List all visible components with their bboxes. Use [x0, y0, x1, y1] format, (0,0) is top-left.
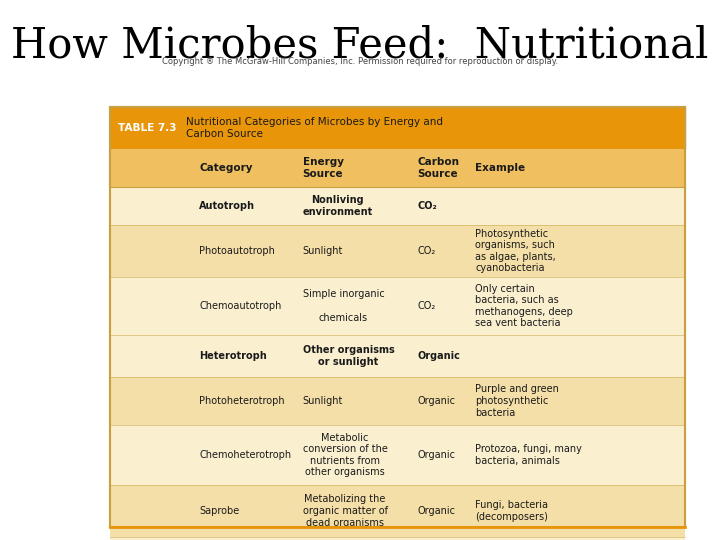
Text: Fungi, bacteria
(decomposers): Fungi, bacteria (decomposers) [475, 500, 548, 522]
Bar [110, 107, 685, 527]
Text: Organic: Organic [418, 351, 461, 361]
Text: Photoheterotroph: Photoheterotroph [199, 396, 284, 406]
Text: Carbon
Source: Carbon Source [418, 157, 459, 179]
Text: Photosynthetic
organisms, such
as algae, plants,
cyanobacteria: Photosynthetic organisms, such as algae,… [475, 228, 556, 273]
Text: Heterotroph: Heterotroph [199, 351, 267, 361]
Bar [110, 377, 685, 425]
Text: How Microbes Feed:  Nutritional: How Microbes Feed: Nutritional [12, 24, 708, 66]
Text: Simple inorganic

chemicals: Simple inorganic chemicals [302, 289, 384, 322]
Text: Sunlight: Sunlight [302, 246, 343, 256]
Bar [110, 149, 685, 187]
Text: Chemoautotroph: Chemoautotroph [199, 301, 282, 311]
Text: Protozoa, fungi, many
bacteria, animals: Protozoa, fungi, many bacteria, animals [475, 444, 582, 466]
Text: Chemoheterotroph: Chemoheterotroph [199, 450, 292, 460]
Text: CO₂: CO₂ [418, 246, 436, 256]
Bar [110, 425, 685, 485]
Bar [110, 107, 685, 527]
Text: Copyright ® The McGraw-Hill Companies, Inc. Permission required for reproduction: Copyright ® The McGraw-Hill Companies, I… [162, 57, 558, 66]
Bar [110, 107, 685, 149]
Text: Saprobe: Saprobe [199, 506, 239, 516]
Bar [110, 335, 685, 377]
Text: Nonliving
environment: Nonliving environment [302, 195, 373, 217]
Text: Example: Example [475, 163, 526, 173]
Text: Other organisms
or sunlight: Other organisms or sunlight [302, 345, 395, 367]
Text: Energy
Source: Energy Source [302, 157, 343, 179]
Text: Metabolizing the
organic matter of
dead organisms: Metabolizing the organic matter of dead … [302, 495, 387, 528]
Text: TABLE 7.3: TABLE 7.3 [118, 123, 176, 133]
Text: Photoautotroph: Photoautotroph [199, 246, 275, 256]
Text: Purple and green
photosynthetic
bacteria: Purple and green photosynthetic bacteria [475, 384, 559, 417]
Text: Metabolic
conversion of the
nutrients from
other organisms: Metabolic conversion of the nutrients fr… [302, 433, 387, 477]
Text: Organic: Organic [418, 450, 456, 460]
Text: Organic: Organic [418, 506, 456, 516]
Text: Organic: Organic [418, 396, 456, 406]
Bar [110, 225, 685, 277]
Bar [110, 485, 685, 537]
Text: Nutritional Categories of Microbes by Energy and
Carbon Source: Nutritional Categories of Microbes by En… [186, 117, 443, 139]
Bar [110, 187, 685, 225]
Text: Category: Category [199, 163, 253, 173]
Text: CO₂: CO₂ [418, 201, 437, 211]
Bar [110, 277, 685, 335]
Text: Only certain
bacteria, such as
methanogens, deep
sea vent bacteria: Only certain bacteria, such as methanoge… [475, 284, 573, 328]
Bar [110, 537, 685, 540]
Text: CO₂: CO₂ [418, 301, 436, 311]
Bar [112, 109, 180, 147]
Text: Autotroph: Autotroph [199, 201, 255, 211]
Text: Sunlight: Sunlight [302, 396, 343, 406]
